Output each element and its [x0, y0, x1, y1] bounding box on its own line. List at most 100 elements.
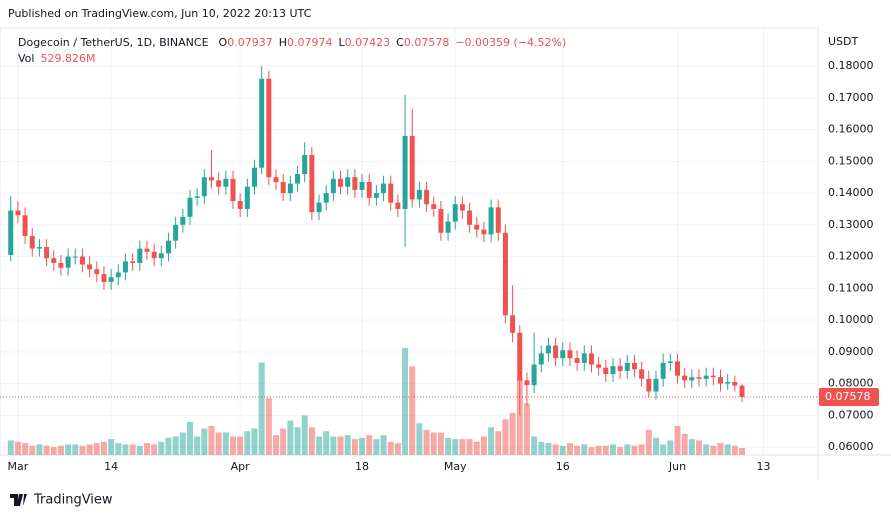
candle-body [44, 247, 50, 259]
volume-bar [93, 443, 100, 455]
volume-bar [552, 444, 559, 455]
logo [10, 494, 27, 506]
candle-body [610, 366, 616, 375]
candle-body [345, 177, 351, 187]
volume-bar [660, 444, 667, 455]
volume-bar [108, 439, 115, 455]
volume-bar [165, 437, 172, 455]
volume-bar [373, 439, 380, 455]
candle-body [624, 362, 630, 371]
volume-bar [416, 423, 423, 455]
candles [8, 66, 745, 416]
candle-body [717, 377, 723, 384]
candle-body [653, 378, 659, 392]
footer-brand: TradingView [33, 493, 113, 508]
candle-body [36, 247, 42, 249]
candle-body [187, 197, 193, 217]
volume-bar [86, 444, 93, 455]
volume-bar [588, 447, 595, 455]
y-tick-label: 0.08000 [828, 377, 874, 390]
ohlc-value: 0.07937 [227, 36, 273, 49]
candle-body [65, 256, 71, 268]
volume-bar [194, 436, 201, 455]
volume-bar [280, 428, 287, 455]
volume-bar [258, 362, 265, 455]
volume-bar [337, 436, 344, 455]
volume-bar [43, 445, 50, 455]
candle-body [588, 353, 594, 365]
candle-body [58, 262, 64, 268]
volume-bar [581, 444, 588, 455]
volume-bar [638, 444, 645, 455]
candle-body [51, 258, 57, 263]
candle-body [524, 380, 530, 386]
candle-body [87, 264, 93, 270]
candle-body [72, 256, 78, 258]
x-tick-label: Mar [8, 460, 29, 473]
volume-bar [473, 441, 480, 455]
ohlc-prefix: H [279, 36, 287, 49]
volume-bar [215, 432, 222, 455]
candle-body [696, 377, 702, 379]
volume-bar [237, 436, 244, 455]
candle-body [703, 375, 709, 379]
candle-body [8, 210, 14, 255]
volume-bar [559, 445, 566, 455]
candle-body [151, 251, 157, 259]
candle-body [144, 248, 150, 252]
candle-body [488, 207, 494, 235]
volume-bar [301, 415, 308, 455]
candle-body [252, 167, 258, 187]
candle-body [323, 193, 329, 203]
volume-bar [222, 432, 229, 455]
candle-body [710, 375, 716, 378]
volume-bar [624, 444, 631, 455]
y-tick-label: 0.13000 [828, 218, 874, 231]
volume-bar [688, 439, 695, 455]
volume-legend: Vol 529.826M [18, 52, 95, 65]
candle-body [581, 353, 587, 363]
volume-bar [674, 425, 681, 455]
candle-body [639, 369, 645, 379]
candle-body [173, 224, 179, 241]
candle-body [538, 353, 544, 365]
candle-body [223, 178, 229, 187]
volume-bar [179, 432, 186, 455]
candle-body [201, 177, 207, 197]
candle-body [165, 240, 171, 254]
plot-frame [0, 27, 819, 456]
candle-body [108, 277, 114, 282]
candle-body [216, 180, 222, 187]
candle-body [381, 183, 387, 194]
volume-bar [516, 378, 523, 455]
candle-body [531, 364, 537, 386]
ohlc-value: 0.07974 [287, 36, 333, 49]
legend-header: Dogecoin / TetherUS, 1D, BINANCE O0.07937… [18, 36, 566, 49]
volume-bar [538, 441, 545, 455]
volume-bar [574, 445, 581, 455]
candle-body [424, 189, 430, 205]
symbol-title: Dogecoin / TetherUS, 1D, BINANCE [18, 36, 209, 49]
candle-body [388, 183, 394, 203]
volume-bar [394, 443, 401, 455]
candle-body [287, 183, 293, 194]
volume-bar [330, 436, 337, 455]
grid [0, 28, 818, 455]
candle-body [495, 207, 501, 233]
volume-bar [129, 444, 136, 455]
y-tick-label: 0.06000 [828, 440, 874, 453]
candle-body [230, 178, 236, 202]
candle-body [567, 350, 573, 359]
y-tick-label: 0.10000 [828, 313, 874, 326]
candle-body [660, 362, 666, 379]
candle-body [266, 78, 272, 178]
y-tick-label: 0.15000 [828, 154, 874, 167]
x-tick-label: 14 [104, 460, 118, 473]
volume-bar [466, 439, 473, 455]
candle-body [237, 201, 243, 209]
volume-bar [366, 435, 373, 455]
change-label: −0.00359 (−4.52%) [455, 36, 566, 49]
volume-bar [251, 428, 258, 455]
volume-bar [158, 441, 165, 455]
